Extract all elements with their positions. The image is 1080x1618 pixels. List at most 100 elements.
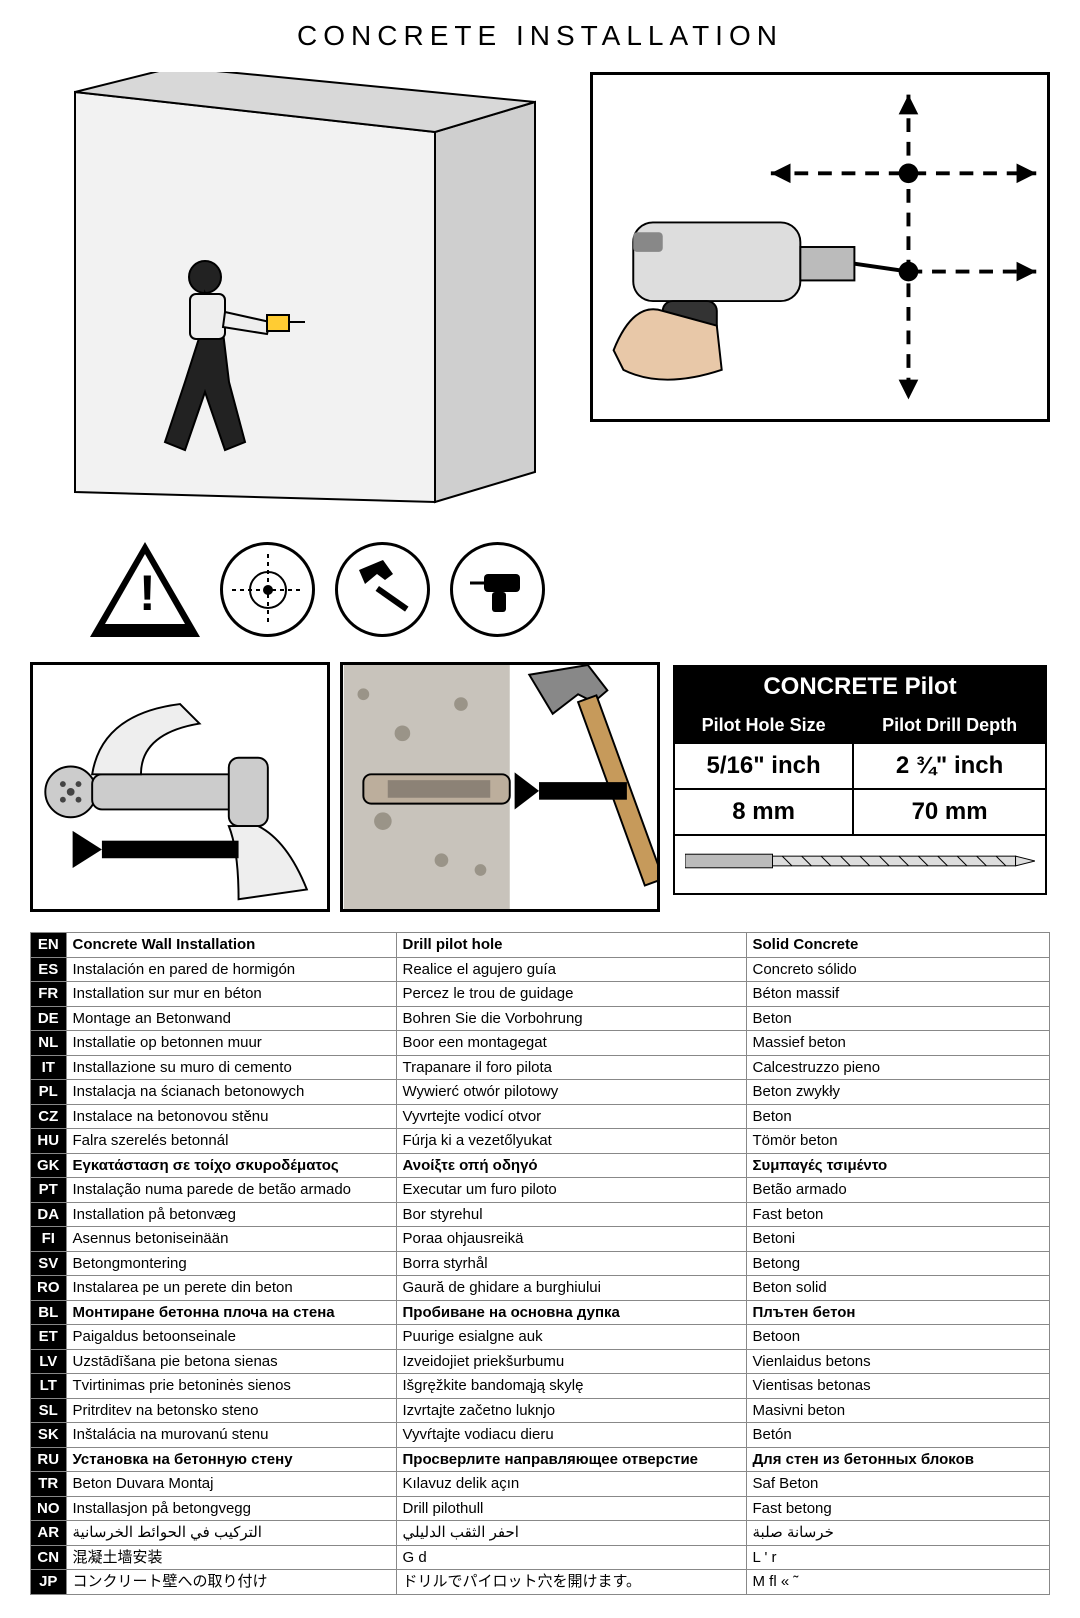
table-row: NOInstallasjon på betongveggDrill piloth…: [31, 1496, 1050, 1521]
target-icon: [220, 542, 315, 637]
lang-col-c: Betón: [746, 1423, 1050, 1448]
lang-col-b: Просверлите направляющее отверстие: [396, 1447, 746, 1472]
lang-col-b: ドリルでパイロット穴を開けます。: [396, 1570, 746, 1595]
lang-col-c: M fl « ˜: [746, 1570, 1050, 1595]
lang-col-a: Instalarea pe un perete din beton: [66, 1276, 396, 1301]
lang-code: CN: [31, 1545, 67, 1570]
lang-col-c: خرسانة صلبة: [746, 1521, 1050, 1546]
pilot-col-depth: Pilot Drill Depth: [853, 708, 1046, 743]
lang-code: AR: [31, 1521, 67, 1546]
table-row: SVBetongmonteringBorra styrhålBetong: [31, 1251, 1050, 1276]
lang-col-c: Solid Concrete: [746, 933, 1050, 958]
lang-col-c: Betoni: [746, 1227, 1050, 1252]
lang-col-a: Pritrditev na betonsko steno: [66, 1398, 396, 1423]
lang-code: HU: [31, 1129, 67, 1154]
lang-code: FI: [31, 1227, 67, 1252]
table-row: PTInstalação numa parede de betão armado…: [31, 1178, 1050, 1203]
lang-col-c: Saf Beton: [746, 1472, 1050, 1497]
lang-col-c: Плътен бетон: [746, 1300, 1050, 1325]
table-row: PLInstalacja na ścianach betonowychWywie…: [31, 1080, 1050, 1105]
lang-code: LV: [31, 1349, 67, 1374]
lang-col-b: Wywierć otwór pilotowy: [396, 1080, 746, 1105]
lang-col-a: Tvirtinimas prie betoninės sienos: [66, 1374, 396, 1399]
lang-col-b: Borra styrhål: [396, 1251, 746, 1276]
table-row: CN混凝土墙安装G dL ' r: [31, 1545, 1050, 1570]
lang-col-a: Betongmontering: [66, 1251, 396, 1276]
lang-col-b: Kılavuz delik açın: [396, 1472, 746, 1497]
lang-col-a: Concrete Wall Installation: [66, 933, 396, 958]
lang-col-c: Betão armado: [746, 1178, 1050, 1203]
lang-col-c: Συμπαγές τσιμέντο: [746, 1153, 1050, 1178]
lang-code: SK: [31, 1423, 67, 1448]
lang-col-c: Masivni beton: [746, 1398, 1050, 1423]
table-row: CZInstalace na betonovou stěnuVyvrtejte …: [31, 1104, 1050, 1129]
lang-col-a: Beton Duvara Montaj: [66, 1472, 396, 1497]
pilot-spec-table: CONCRETE Pilot Pilot Hole Size Pilot Dri…: [670, 662, 1050, 912]
lang-code: ET: [31, 1325, 67, 1350]
lang-code: NO: [31, 1496, 67, 1521]
table-row: DEMontage an BetonwandBohren Sie die Vor…: [31, 1006, 1050, 1031]
lang-col-c: Beton: [746, 1104, 1050, 1129]
lang-col-a: Instalace na betonovou stěnu: [66, 1104, 396, 1129]
drill-icon: [450, 542, 545, 637]
pilot-depth-inch: 2 ¾" inch: [853, 743, 1046, 789]
illustration-drill-crosshair: [590, 72, 1050, 422]
table-row: ITInstallazione su muro di cementoTrapan…: [31, 1055, 1050, 1080]
table-row: FIAsennus betoniseinäänPoraa ohjausreikä…: [31, 1227, 1050, 1252]
lang-col-a: Paigaldus betoonseinale: [66, 1325, 396, 1350]
lang-col-c: Vienlaidus betons: [746, 1349, 1050, 1374]
lang-col-c: Béton massif: [746, 982, 1050, 1007]
table-row: LVUzstādīšana pie betona sienasIzveidoji…: [31, 1349, 1050, 1374]
lang-col-a: 混凝土墙安装: [66, 1545, 396, 1570]
lang-col-b: Vyvrtejte vodicí otvor: [396, 1104, 746, 1129]
table-row: ENConcrete Wall InstallationDrill pilot …: [31, 933, 1050, 958]
lang-col-b: Drill pilot hole: [396, 933, 746, 958]
lang-col-a: التركيب في الحوائط الخرسانية: [66, 1521, 396, 1546]
lang-col-a: Instalação numa parede de betão armado: [66, 1178, 396, 1203]
lang-col-a: Installazione su muro di cemento: [66, 1055, 396, 1080]
lang-code: TR: [31, 1472, 67, 1497]
lang-code: SV: [31, 1251, 67, 1276]
lang-col-c: Betoon: [746, 1325, 1050, 1350]
translations-table: ENConcrete Wall InstallationDrill pilot …: [30, 932, 1050, 1595]
pilot-header: CONCRETE Pilot: [674, 666, 1046, 708]
lang-col-c: Betong: [746, 1251, 1050, 1276]
lang-col-c: Beton solid: [746, 1276, 1050, 1301]
lang-col-b: Vyvŕtajte vodiacu dieru: [396, 1423, 746, 1448]
pilot-col-size: Pilot Hole Size: [674, 708, 853, 743]
lang-col-a: Asennus betoniseinään: [66, 1227, 396, 1252]
lang-col-c: Concreto sólido: [746, 957, 1050, 982]
lang-col-a: Installation på betonvæg: [66, 1202, 396, 1227]
lang-col-b: Drill pilothull: [396, 1496, 746, 1521]
table-row: ROInstalarea pe un perete din betonGaură…: [31, 1276, 1050, 1301]
lang-code: EN: [31, 933, 67, 958]
lang-col-b: Izveidojiet priekšurbumu: [396, 1349, 746, 1374]
lang-col-a: Falra szerelés betonnál: [66, 1129, 396, 1154]
lang-col-a: Установка на бетонную стену: [66, 1447, 396, 1472]
lang-col-b: Пробиване на основна дупка: [396, 1300, 746, 1325]
table-row: NLInstallatie op betonnen muurBoor een m…: [31, 1031, 1050, 1056]
lang-col-b: G d: [396, 1545, 746, 1570]
table-row: BLМонтиране бетонна плоча на стенаПробив…: [31, 1300, 1050, 1325]
pilot-depth-mm: 70 mm: [853, 789, 1046, 835]
lang-col-a: Inštalácia na murovanú stenu: [66, 1423, 396, 1448]
lang-col-c: Calcestruzzo pieno: [746, 1055, 1050, 1080]
lang-col-b: Fúrja ki a vezetőlyukat: [396, 1129, 746, 1154]
lang-col-c: Massief beton: [746, 1031, 1050, 1056]
lang-col-c: Vientisas betonas: [746, 1374, 1050, 1399]
lang-code: FR: [31, 982, 67, 1007]
drill-bit-icon: [685, 846, 1035, 876]
illustration-wall-person: [30, 72, 560, 532]
lang-col-a: Installatie op betonnen muur: [66, 1031, 396, 1056]
table-row: FRInstallation sur mur en bétonPercez le…: [31, 982, 1050, 1007]
table-row: ARالتركيب في الحوائط الخرسانيةاحفر الثقب…: [31, 1521, 1050, 1546]
table-row: LTTvirtinimas prie betoninės sienosIšgrę…: [31, 1374, 1050, 1399]
lang-col-b: احفر الثقب الدليلي: [396, 1521, 746, 1546]
lang-col-b: Poraa ohjausreikä: [396, 1227, 746, 1252]
lang-col-a: Монтиране бетонна плоча на стена: [66, 1300, 396, 1325]
illustration-insert-anchor: [30, 662, 330, 912]
lang-code: SL: [31, 1398, 67, 1423]
lang-col-c: Tömör beton: [746, 1129, 1050, 1154]
lang-col-b: Ανοίξτε οπή οδηγό: [396, 1153, 746, 1178]
table-row: ESInstalación en pared de hormigónRealic…: [31, 957, 1050, 982]
